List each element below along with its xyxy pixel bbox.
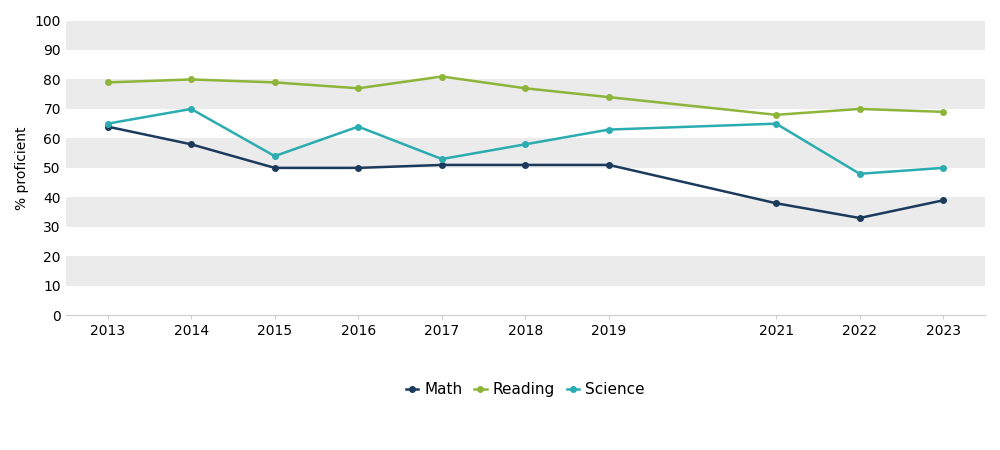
Reading bbox=[770, 112, 782, 117]
Reading bbox=[352, 86, 364, 91]
Science bbox=[102, 121, 114, 126]
Math bbox=[269, 165, 281, 171]
Bar bbox=[66, 168, 985, 198]
Math bbox=[436, 162, 448, 168]
Math bbox=[102, 124, 114, 129]
Bar bbox=[66, 80, 985, 109]
Reading bbox=[102, 80, 114, 85]
Bar bbox=[66, 286, 985, 315]
Line: Reading: Reading bbox=[105, 74, 946, 117]
Line: Science: Science bbox=[105, 106, 946, 176]
Reading bbox=[603, 94, 615, 100]
Bar bbox=[66, 109, 985, 139]
Science bbox=[937, 165, 949, 171]
Reading bbox=[436, 74, 448, 79]
Reading bbox=[185, 77, 197, 82]
Science bbox=[603, 127, 615, 132]
Legend: Math, Reading, Science: Math, Reading, Science bbox=[400, 376, 651, 403]
Bar bbox=[66, 198, 985, 227]
Y-axis label: % proficient: % proficient bbox=[15, 126, 29, 210]
Math bbox=[352, 165, 364, 171]
Math bbox=[603, 162, 615, 168]
Science bbox=[436, 156, 448, 162]
Science bbox=[352, 124, 364, 129]
Math bbox=[854, 215, 866, 220]
Math bbox=[937, 198, 949, 203]
Science bbox=[854, 171, 866, 176]
Bar bbox=[66, 139, 985, 168]
Science bbox=[269, 153, 281, 159]
Bar bbox=[66, 256, 985, 286]
Math bbox=[770, 201, 782, 206]
Math bbox=[185, 142, 197, 147]
Reading bbox=[519, 86, 531, 91]
Line: Math: Math bbox=[105, 124, 946, 221]
Bar bbox=[66, 227, 985, 256]
Bar bbox=[66, 21, 985, 50]
Math bbox=[519, 162, 531, 168]
Reading bbox=[854, 106, 866, 112]
Reading bbox=[937, 109, 949, 115]
Science bbox=[770, 121, 782, 126]
Science bbox=[519, 142, 531, 147]
Reading bbox=[269, 80, 281, 85]
Science bbox=[185, 106, 197, 112]
Bar bbox=[66, 50, 985, 80]
